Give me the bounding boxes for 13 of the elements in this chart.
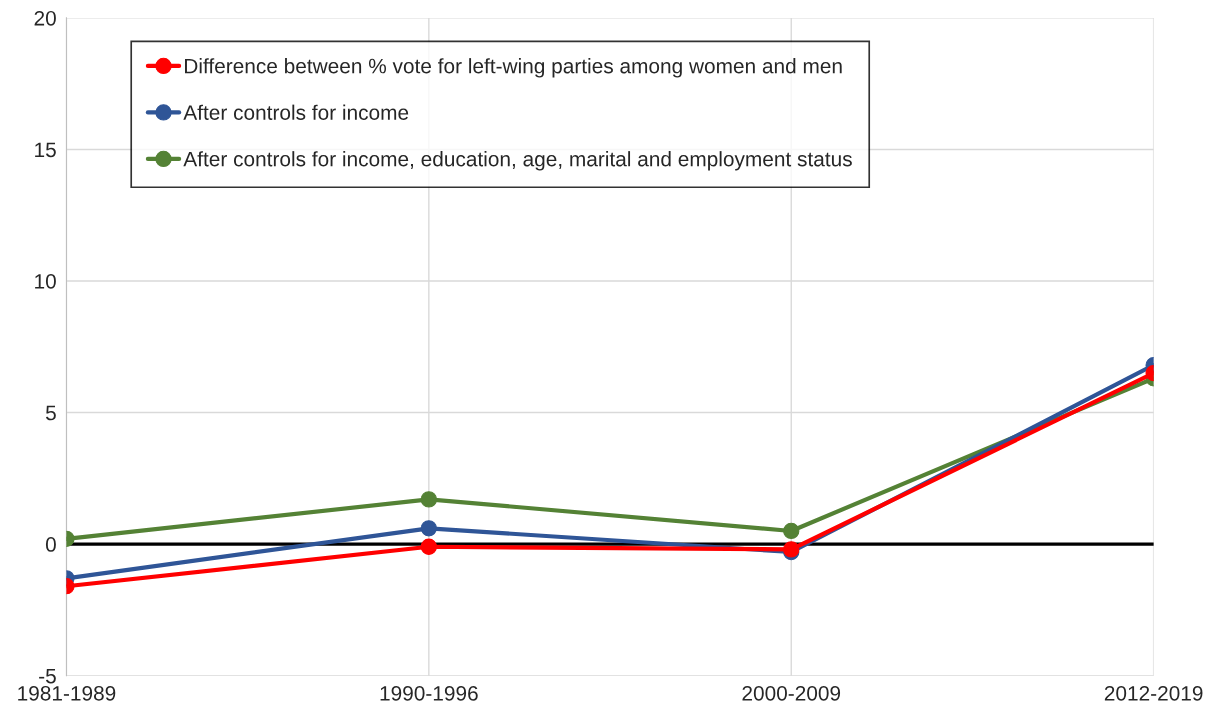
legend-label: After controls for income [183, 104, 409, 120]
x-tick-label: 2000-2009 [742, 685, 841, 701]
y-tick-label: 20 [34, 10, 56, 26]
y-tick-label: 0 [45, 537, 56, 552]
legend-label: Difference between % vote for left-wing parties among women and men [185, 58, 842, 78]
y-tick-label: 5 [45, 405, 56, 421]
y-tick-label: 10 [35, 274, 56, 289]
y-tick-label: -5 [39, 668, 56, 684]
y-tick-label: 15 [35, 142, 56, 158]
x-tick-label: 1990-1996 [380, 685, 478, 701]
legend-label: After controls for income, education, age, marital and employment status [183, 151, 852, 171]
x-tick-label: 2012-2019 [1104, 685, 1203, 701]
x-tick-label: 1981-1989 [18, 685, 116, 701]
